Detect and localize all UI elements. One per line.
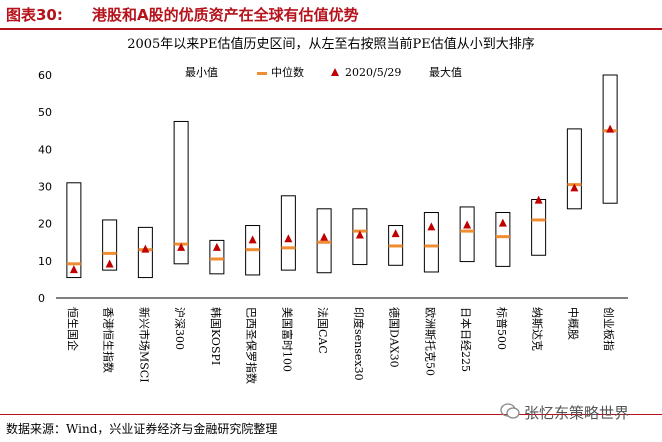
current-pe-marker [212, 242, 221, 251]
range-box [423, 212, 439, 273]
y-tick-label: 20 [38, 218, 52, 231]
range-box [566, 128, 582, 210]
y-tick-label: 0 [38, 292, 45, 305]
current-pe-marker [534, 195, 543, 204]
current-pe-marker [570, 183, 579, 192]
legend-max-label: 最大值 [429, 66, 462, 79]
legend-median-swatch [257, 72, 267, 75]
range-box [531, 199, 547, 256]
current-pe-marker [177, 242, 186, 251]
y-tick-label: 50 [38, 106, 52, 119]
x-tick-label: 恒生国企 [66, 307, 80, 351]
x-tick-label: 新兴市场MSCI [137, 307, 151, 383]
x-tick-label: 美国富时100 [280, 307, 294, 372]
current-pe-marker [284, 234, 293, 243]
figure-label: 图表30: [6, 6, 63, 24]
x-tick-label: 法国CAC [316, 307, 330, 354]
current-pe-marker [606, 124, 615, 133]
x-tick-label: 巴西圣保罗指数 [245, 307, 259, 384]
current-pe-marker [320, 232, 329, 241]
legend-median-label: 中位数 [271, 66, 304, 79]
x-tick-label: 标普500 [495, 307, 509, 350]
current-pe-marker [427, 222, 436, 231]
x-tick-label: 印度sensex30 [352, 307, 366, 381]
x-tick-label: 德国DAX30 [388, 307, 402, 368]
x-tick-label: 日本日经225 [459, 307, 473, 372]
current-pe-marker [141, 244, 150, 253]
range-box [459, 206, 475, 263]
x-tick-label: 中概股 [566, 307, 579, 340]
current-pe-marker [463, 220, 472, 229]
legend-current-label: 2020/5/29 [345, 66, 402, 79]
current-pe-marker [248, 235, 257, 244]
chart-subtitle: 2005年以来PE估值历史区间，从左至右按照当前PE估值从小到大排序 [127, 37, 535, 52]
y-tick-label: 10 [38, 255, 52, 268]
title-rule [0, 28, 662, 30]
data-source: 数据来源：Wind，兴业证券经济与金融研究院整理 [6, 422, 278, 436]
x-tick-label: 纳斯达克 [531, 307, 544, 351]
x-tick-label: 沪深300 [173, 307, 187, 350]
figure-title: 图表30: 港股和A股的优质资产在全球有估值优势 [0, 0, 662, 26]
legend-min-label: 最小值 [185, 66, 218, 79]
x-tick-label: 创业板指 [602, 307, 616, 351]
current-pe-marker [355, 230, 364, 239]
range-box [102, 219, 118, 271]
range-box [280, 195, 296, 271]
wechat-icon [500, 403, 520, 419]
x-tick-label: 香港恒生指数 [102, 307, 116, 373]
current-pe-marker [391, 229, 400, 238]
range-box [66, 182, 82, 279]
watermark-text: 张忆东策略世界 [524, 404, 630, 422]
current-pe-marker [498, 218, 507, 227]
current-pe-marker [105, 259, 114, 268]
range-box [173, 120, 189, 265]
legend-current-marker [331, 68, 339, 76]
x-tick-label: 欧洲斯托克50 [423, 307, 437, 376]
range-box [602, 74, 618, 204]
figure-heading: 港股和A股的优质资产在全球有估值优势 [92, 6, 359, 24]
bottom-rule [0, 414, 662, 415]
range-box [209, 239, 225, 275]
current-pe-marker [69, 265, 78, 274]
x-tick-label: 韩国KOSPI [209, 307, 223, 365]
y-tick-label: 30 [38, 181, 52, 194]
y-tick-label: 60 [38, 69, 52, 82]
y-tick-label: 40 [38, 143, 52, 156]
